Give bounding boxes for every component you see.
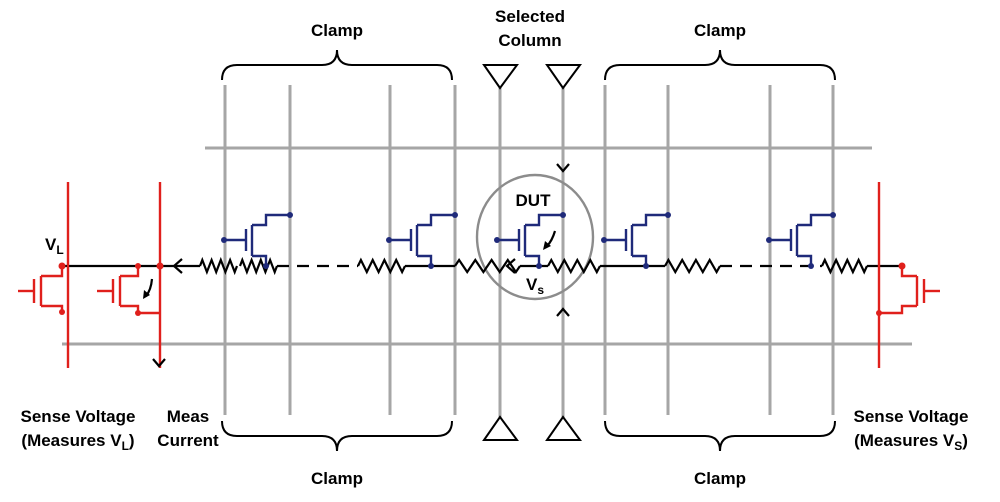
bus-arrow-left <box>505 258 516 274</box>
array-transistor <box>601 212 671 269</box>
sense-voltage-left-line2: (Measures VL) <box>21 431 134 453</box>
array-grid <box>62 85 912 418</box>
clamp-label-bottom-right: Clamp <box>694 469 746 488</box>
line-resistor <box>198 256 239 276</box>
vl-label: VL <box>45 235 64 257</box>
bus-arrow-left <box>172 258 183 274</box>
sense-voltage-right-line2: (Measures VS) <box>854 431 968 453</box>
column-driver-triangle <box>482 64 519 90</box>
clamp-label-top-right: Clamp <box>694 21 746 40</box>
clamp-brace-bottom-right <box>604 420 836 452</box>
line-resistor <box>821 257 868 275</box>
dut-current-arrowhead <box>543 241 551 250</box>
sense-circuit-left <box>18 182 166 368</box>
line-resistor <box>664 257 721 275</box>
sense-voltage-left-line1: Sense Voltage <box>21 407 136 426</box>
meas-current-line2: Current <box>157 431 219 450</box>
column-driver-triangle <box>545 415 582 441</box>
clamp-brace-top-right <box>604 49 836 81</box>
meas-current-line1: Meas <box>167 407 210 426</box>
array-transistor <box>766 212 836 269</box>
line-resistor <box>238 256 279 276</box>
clamp-brace-bottom-left <box>221 420 453 452</box>
vs-label: Vs <box>526 275 544 297</box>
array-transistor <box>386 212 458 269</box>
dut-label: DUT <box>516 191 552 210</box>
clamp-brace-top-left <box>221 49 453 81</box>
column-driver-triangle <box>482 415 519 441</box>
line-resistor <box>454 258 521 274</box>
clamp-label-top-left: Clamp <box>311 21 363 40</box>
array-transistor <box>221 212 293 269</box>
line-resistor <box>547 257 601 275</box>
selected-column-label-line2: Column <box>498 31 561 50</box>
array-transistor <box>494 212 566 269</box>
dut-circle <box>475 173 595 301</box>
meas-current-arrow-down <box>152 358 166 368</box>
array-transistors <box>221 212 836 269</box>
current-arrow-down <box>556 163 570 173</box>
line-resistors <box>198 256 868 276</box>
sense-voltage-right-line1: Sense Voltage <box>854 407 969 426</box>
current-arrow-up <box>556 307 570 317</box>
selected-column-label-line1: Selected <box>495 7 565 26</box>
clamp-label-bottom-left: Clamp <box>311 469 363 488</box>
column-driver-triangle <box>545 64 582 90</box>
line-resistor <box>357 257 406 275</box>
sense-circuit-right <box>876 182 940 368</box>
